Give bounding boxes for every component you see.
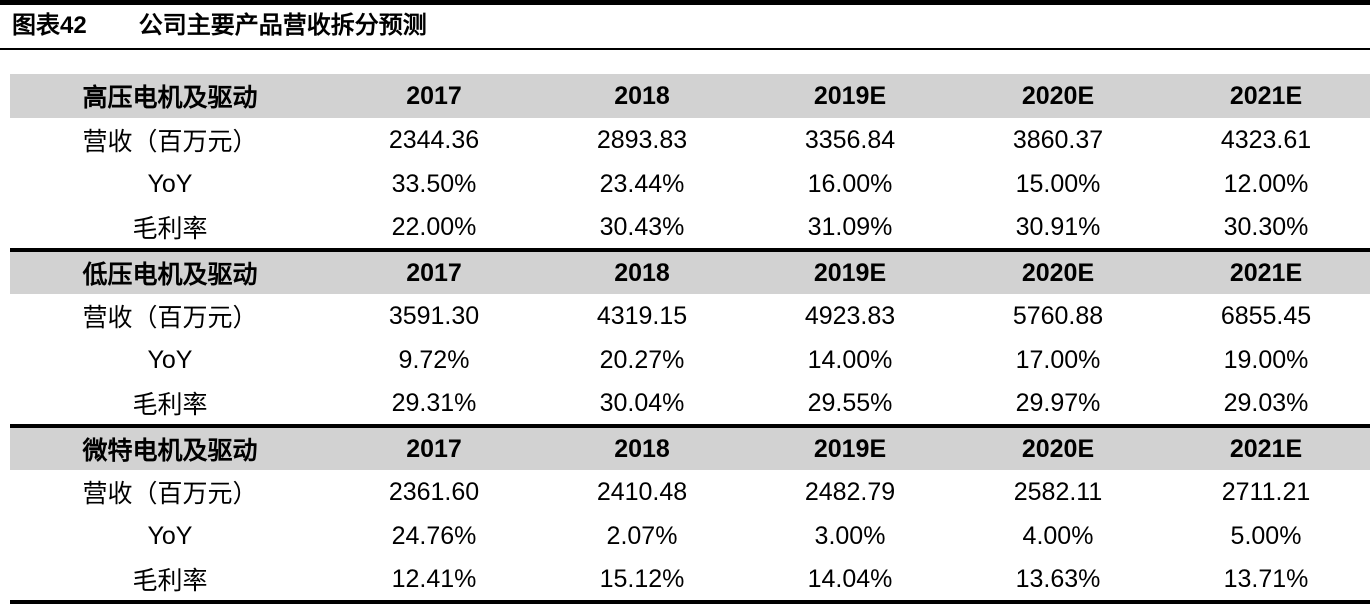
value-cell: 23.44% <box>599 169 685 198</box>
value-cell: 3.00% <box>814 521 886 550</box>
revenue-forecast-table: 高压电机及驱动 2017 2018 2019E 2020E 2021E 营收（百… <box>10 74 1370 604</box>
row-label: 营收（百万元） <box>82 128 258 156</box>
value-cell: 4.00% <box>1022 521 1094 550</box>
value-cell: 30.91% <box>1015 212 1101 241</box>
value-cell: 2344.36 <box>388 125 480 154</box>
yoy-row: YoY 33.50% 23.44% 16.00% 15.00% 12.00% <box>10 162 1370 206</box>
value-cell: 9.72% <box>398 345 470 374</box>
value-cell: 29.97% <box>1015 388 1101 417</box>
figure-label: 图表42 <box>12 12 87 39</box>
value-cell: 12.00% <box>1223 169 1309 198</box>
value-cell: 2711.21 <box>1221 477 1311 506</box>
value-cell: 20.27% <box>599 345 685 374</box>
year-header-2019e: 2019E <box>746 248 954 294</box>
section-header-row: 高压电机及驱动 2017 2018 2019E 2020E 2021E <box>10 74 1370 118</box>
value-cell: 2410.48 <box>596 477 688 506</box>
year-header-2021e: 2021E <box>1162 74 1370 118</box>
year-header-2019e: 2019E <box>746 424 954 470</box>
section-header-row: 微特电机及驱动 2017 2018 2019E 2020E 2021E <box>10 424 1370 470</box>
value-cell: 31.09% <box>807 212 893 241</box>
value-cell: 29.31% <box>391 388 477 417</box>
year-header-2019e: 2019E <box>746 74 954 118</box>
value-cell: 4923.83 <box>804 301 896 330</box>
year-header-2017: 2017 <box>330 248 538 294</box>
section-name: 高压电机及驱动 <box>10 74 330 118</box>
value-cell: 6855.45 <box>1220 301 1312 330</box>
section-header-row: 低压电机及驱动 2017 2018 2019E 2020E 2021E <box>10 248 1370 294</box>
section-name: 低压电机及驱动 <box>10 248 330 294</box>
row-label: YoY <box>147 169 193 198</box>
value-cell: 33.50% <box>391 169 477 198</box>
figure-title: 公司主要产品营收拆分预测 <box>138 12 427 39</box>
row-label: 毛利率 <box>132 391 208 419</box>
yoy-row: YoY 9.72% 20.27% 14.00% 17.00% 19.00% <box>10 338 1370 382</box>
value-cell: 17.00% <box>1015 345 1101 374</box>
year-header-2020e: 2020E <box>954 424 1162 470</box>
value-cell: 5.00% <box>1230 521 1302 550</box>
value-cell: 2582.11 <box>1013 477 1103 506</box>
row-label: 毛利率 <box>10 558 330 604</box>
value-cell: 13.63% <box>954 558 1162 604</box>
value-cell: 2482.79 <box>804 477 896 506</box>
gross-margin-row: 毛利率 29.31% 30.04% 29.55% 29.97% 29.03% <box>10 382 1370 426</box>
year-header-2018: 2018 <box>538 424 746 470</box>
gross-margin-row: 毛利率 12.41% 15.12% 14.04% 13.63% 13.71% <box>10 558 1370 604</box>
value-cell: 4319.15 <box>596 301 688 330</box>
row-label: 营收（百万元） <box>82 480 258 508</box>
value-cell: 14.00% <box>807 345 893 374</box>
value-cell: 2361.60 <box>388 477 480 506</box>
row-label: YoY <box>147 521 193 550</box>
value-cell: 30.30% <box>1223 212 1309 241</box>
value-cell: 3591.30 <box>388 301 480 330</box>
value-cell: 13.71% <box>1162 558 1370 604</box>
revenue-row: 营收（百万元） 2361.60 2410.48 2482.79 2582.11 … <box>10 470 1370 514</box>
value-cell: 3860.37 <box>1012 125 1104 154</box>
value-cell: 4323.61 <box>1220 125 1312 154</box>
value-cell: 30.43% <box>599 212 685 241</box>
yoy-row: YoY 24.76% 2.07% 3.00% 4.00% 5.00% <box>10 514 1370 558</box>
value-cell: 15.00% <box>1015 169 1101 198</box>
value-cell: 2893.83 <box>596 125 688 154</box>
year-header-2018: 2018 <box>538 74 746 118</box>
value-cell: 5760.88 <box>1012 301 1104 330</box>
revenue-row: 营收（百万元） 3591.30 4319.15 4923.83 5760.88 … <box>10 294 1370 338</box>
section-name: 微特电机及驱动 <box>10 424 330 470</box>
value-cell: 16.00% <box>807 169 893 198</box>
value-cell: 29.03% <box>1223 388 1309 417</box>
value-cell: 14.04% <box>746 558 954 604</box>
revenue-row: 营收（百万元） 2344.36 2893.83 3356.84 3860.37 … <box>10 118 1370 162</box>
value-cell: 30.04% <box>599 388 685 417</box>
value-cell: 22.00% <box>391 212 477 241</box>
value-cell: 15.12% <box>538 558 746 604</box>
value-cell: 2.07% <box>606 521 678 550</box>
gross-margin-row: 毛利率 22.00% 30.43% 31.09% 30.91% 30.30% <box>10 206 1370 250</box>
year-header-2020e: 2020E <box>954 74 1162 118</box>
figure-header: 图表42 公司主要产品营收拆分预测 <box>0 0 1370 50</box>
value-cell: 12.41% <box>330 558 538 604</box>
row-label: 营收（百万元） <box>82 304 258 332</box>
year-header-2017: 2017 <box>330 74 538 118</box>
value-cell: 24.76% <box>391 521 477 550</box>
year-header-2017: 2017 <box>330 424 538 470</box>
year-header-2021e: 2021E <box>1162 424 1370 470</box>
year-header-2020e: 2020E <box>954 248 1162 294</box>
year-header-2021e: 2021E <box>1162 248 1370 294</box>
year-header-2018: 2018 <box>538 248 746 294</box>
value-cell: 29.55% <box>807 388 893 417</box>
value-cell: 19.00% <box>1223 345 1309 374</box>
row-label: 毛利率 <box>132 215 208 243</box>
value-cell: 3356.84 <box>804 125 896 154</box>
row-label: YoY <box>147 345 193 374</box>
